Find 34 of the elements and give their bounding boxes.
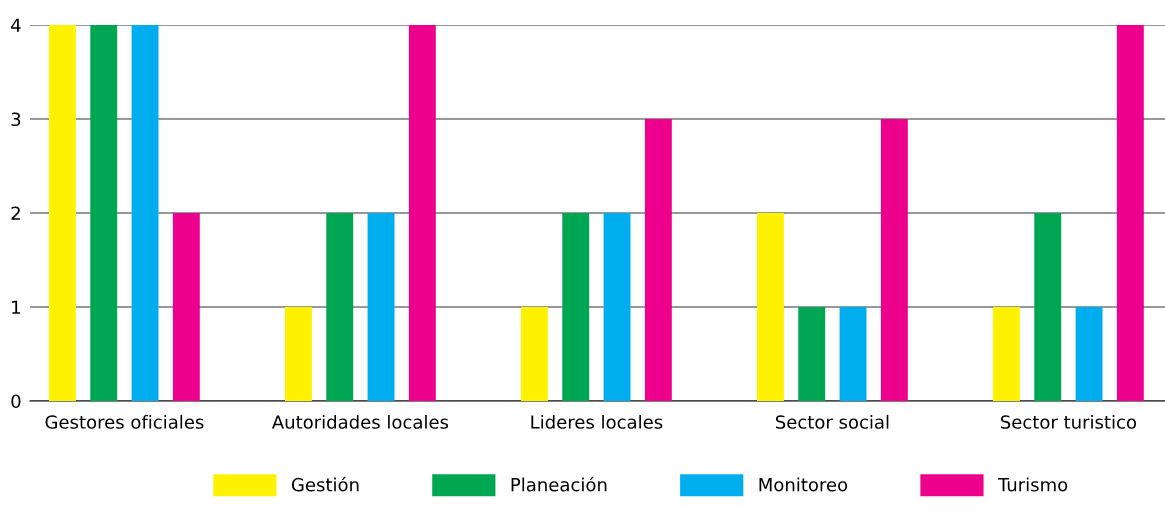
x-tick-label: Autoridades locales <box>271 414 449 429</box>
bar <box>326 213 354 401</box>
legend-label: Planeación <box>511 476 607 492</box>
x-tick-label: Sector social <box>775 414 889 429</box>
x-tick-label: Sector turistico <box>1000 414 1137 429</box>
y-tick-label: 3 <box>11 112 21 127</box>
bar <box>521 307 548 401</box>
bar <box>285 307 312 401</box>
bar <box>880 119 908 401</box>
bar <box>49 25 76 401</box>
bar <box>131 25 159 401</box>
x-tick-label: Gestores oficiales <box>45 414 204 429</box>
bar <box>172 213 200 401</box>
bar <box>798 307 826 401</box>
y-tick-label: 2 <box>11 206 20 220</box>
legend-label: Monitoreo <box>759 477 848 492</box>
bar <box>562 213 590 401</box>
legend-label: Gestión <box>291 476 359 492</box>
bar <box>839 307 867 401</box>
bar <box>1034 213 1062 401</box>
x-tick-label: Lideres locales <box>531 414 663 429</box>
bar <box>603 213 631 401</box>
bar <box>993 307 1020 401</box>
bar <box>1116 25 1144 401</box>
bar <box>90 25 118 401</box>
bar <box>757 213 784 401</box>
bar <box>408 25 436 401</box>
bar <box>367 213 395 401</box>
y-tick-label: 0 <box>11 394 21 409</box>
bar <box>644 119 672 401</box>
bar <box>1075 307 1103 401</box>
y-tick-label: 4 <box>11 18 21 32</box>
legend-label: Turismo <box>997 477 1068 492</box>
y-tick-label: 1 <box>12 300 20 314</box>
